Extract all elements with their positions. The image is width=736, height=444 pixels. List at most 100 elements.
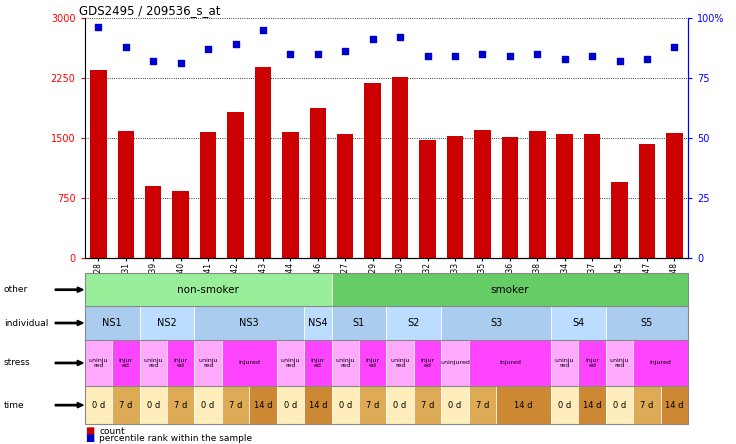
Text: 7 d: 7 d bbox=[229, 400, 242, 410]
Point bbox=[202, 45, 214, 52]
Bar bbox=[145, 186, 161, 258]
Point bbox=[339, 48, 351, 55]
Text: NS2: NS2 bbox=[157, 318, 177, 328]
Bar bbox=[227, 112, 244, 258]
Text: injur
ed: injur ed bbox=[420, 357, 435, 369]
Point bbox=[614, 57, 626, 64]
Point bbox=[641, 55, 653, 62]
Point bbox=[230, 40, 241, 48]
Text: uninju
red: uninju red bbox=[610, 357, 629, 369]
Point bbox=[422, 52, 434, 59]
Text: other: other bbox=[4, 285, 28, 294]
Point bbox=[394, 33, 406, 40]
Text: injured: injured bbox=[650, 361, 672, 365]
Text: 14 d: 14 d bbox=[514, 400, 533, 410]
Text: 0 d: 0 d bbox=[202, 400, 215, 410]
Text: 14 d: 14 d bbox=[308, 400, 327, 410]
Text: injur
ed: injur ed bbox=[585, 357, 599, 369]
Text: percentile rank within the sample: percentile rank within the sample bbox=[99, 434, 252, 443]
Bar bbox=[502, 137, 518, 258]
Text: 0 d: 0 d bbox=[394, 400, 407, 410]
Text: individual: individual bbox=[4, 318, 48, 328]
Bar bbox=[612, 182, 628, 258]
Bar bbox=[666, 133, 683, 258]
Text: injured: injured bbox=[499, 361, 521, 365]
Bar bbox=[529, 131, 545, 258]
Point bbox=[504, 52, 516, 59]
Text: 7 d: 7 d bbox=[366, 400, 379, 410]
Bar bbox=[420, 140, 436, 258]
Text: NS1: NS1 bbox=[102, 318, 122, 328]
Point bbox=[147, 57, 159, 64]
Text: count: count bbox=[99, 427, 125, 436]
Text: S1: S1 bbox=[353, 318, 365, 328]
Point bbox=[587, 52, 598, 59]
Text: NS4: NS4 bbox=[308, 318, 328, 328]
Point bbox=[668, 43, 680, 50]
Text: 7 d: 7 d bbox=[174, 400, 188, 410]
Bar bbox=[392, 77, 408, 258]
Text: S2: S2 bbox=[408, 318, 420, 328]
Text: 0 d: 0 d bbox=[146, 400, 160, 410]
Point bbox=[285, 50, 297, 57]
Text: 14 d: 14 d bbox=[254, 400, 272, 410]
Point bbox=[93, 24, 105, 31]
Text: GDS2495 / 209536_s_at: GDS2495 / 209536_s_at bbox=[79, 4, 220, 16]
Bar bbox=[200, 132, 216, 258]
Text: ■: ■ bbox=[85, 426, 94, 436]
Text: injur
ed: injur ed bbox=[118, 357, 133, 369]
Text: injured: injured bbox=[238, 361, 260, 365]
Text: 0 d: 0 d bbox=[558, 400, 571, 410]
Bar bbox=[118, 131, 134, 258]
Bar bbox=[255, 67, 271, 258]
Text: 7 d: 7 d bbox=[640, 400, 654, 410]
Bar bbox=[364, 83, 381, 258]
Text: 7 d: 7 d bbox=[119, 400, 132, 410]
Text: 0 d: 0 d bbox=[339, 400, 352, 410]
Text: time: time bbox=[4, 400, 24, 410]
Point bbox=[559, 55, 570, 62]
Point bbox=[531, 50, 543, 57]
Text: uninju
red: uninju red bbox=[280, 357, 300, 369]
Text: S3: S3 bbox=[490, 318, 502, 328]
Text: injur
ed: injur ed bbox=[366, 357, 380, 369]
Text: 7 d: 7 d bbox=[475, 400, 489, 410]
Bar bbox=[556, 135, 573, 258]
Bar bbox=[337, 135, 353, 258]
Point bbox=[476, 50, 488, 57]
Text: uninju
red: uninju red bbox=[336, 357, 355, 369]
Text: 14 d: 14 d bbox=[583, 400, 601, 410]
Bar bbox=[172, 191, 189, 258]
Bar bbox=[639, 144, 655, 258]
Text: 0 d: 0 d bbox=[448, 400, 461, 410]
Text: uninju
red: uninju red bbox=[555, 357, 575, 369]
Point bbox=[367, 36, 378, 43]
Text: uninjured: uninjured bbox=[440, 361, 470, 365]
Text: uninju
red: uninju red bbox=[390, 357, 410, 369]
Text: uninju
red: uninju red bbox=[198, 357, 218, 369]
Text: 0 d: 0 d bbox=[92, 400, 105, 410]
Text: S5: S5 bbox=[641, 318, 653, 328]
Bar bbox=[90, 70, 107, 258]
Text: ■: ■ bbox=[85, 433, 94, 443]
Point bbox=[120, 43, 132, 50]
Text: smoker: smoker bbox=[491, 285, 529, 295]
Text: NS3: NS3 bbox=[239, 318, 259, 328]
Text: 0 d: 0 d bbox=[613, 400, 626, 410]
Bar bbox=[584, 134, 601, 258]
Bar bbox=[282, 132, 299, 258]
Text: uninju
red: uninju red bbox=[144, 357, 163, 369]
Point bbox=[449, 52, 461, 59]
Point bbox=[312, 50, 324, 57]
Text: injur
ed: injur ed bbox=[311, 357, 325, 369]
Text: non-smoker: non-smoker bbox=[177, 285, 239, 295]
Text: 14 d: 14 d bbox=[665, 400, 684, 410]
Bar bbox=[474, 131, 491, 258]
Point bbox=[257, 26, 269, 33]
Text: 7 d: 7 d bbox=[421, 400, 434, 410]
Text: injur
ed: injur ed bbox=[174, 357, 188, 369]
Text: 0 d: 0 d bbox=[284, 400, 297, 410]
Bar bbox=[310, 108, 326, 258]
Point bbox=[174, 60, 186, 67]
Bar bbox=[447, 136, 463, 258]
